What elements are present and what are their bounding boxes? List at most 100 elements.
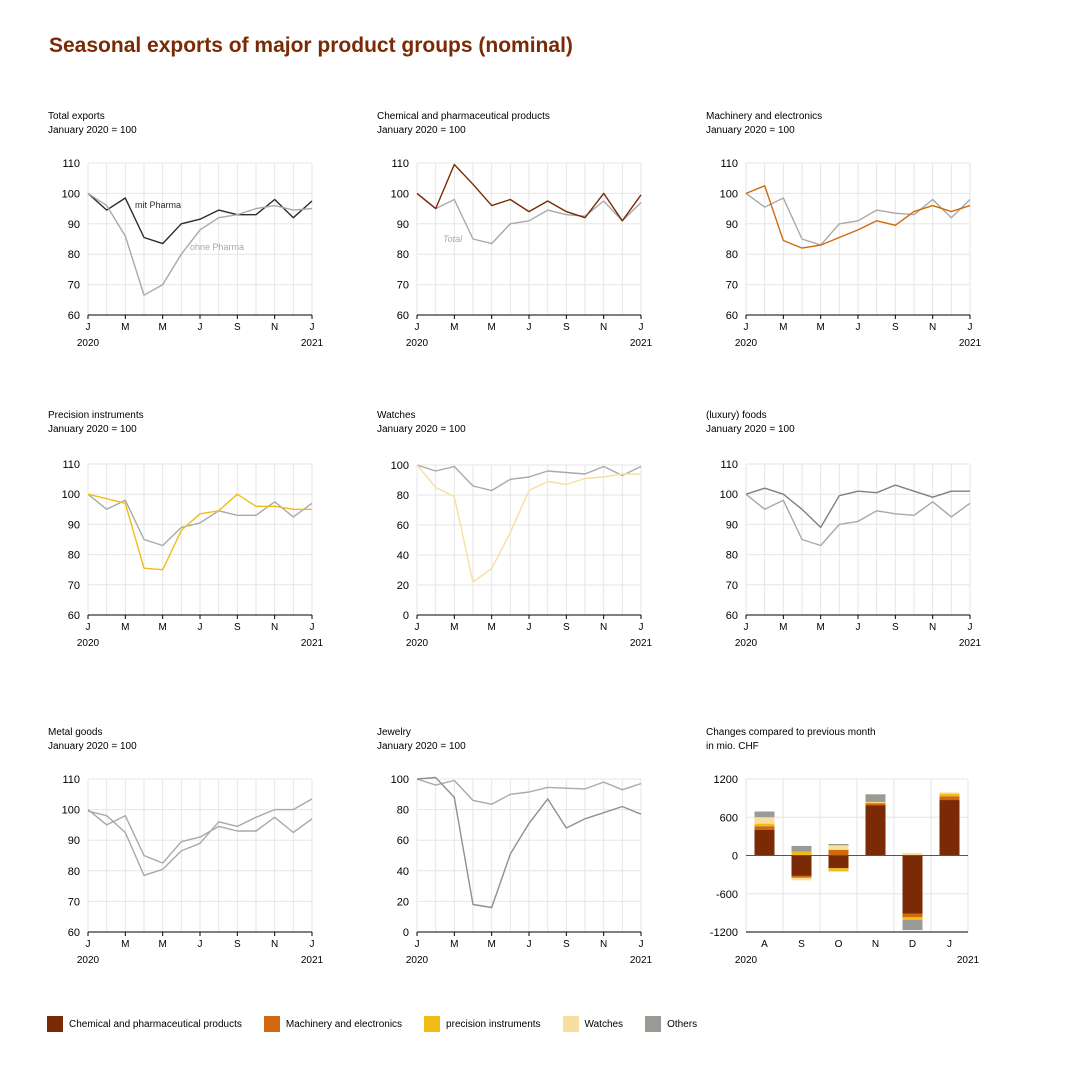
panel-title-3: Machinery and electronics January 2020 =… xyxy=(706,110,822,138)
y-tick-label: 90 xyxy=(397,219,409,231)
panel-title-7: Metal goods January 2020 = 100 xyxy=(48,726,137,754)
panel-title-text: Watches xyxy=(377,410,416,421)
x-tick-label: M xyxy=(121,939,129,950)
bar-segment-chemical-and-pharmaceutical-products xyxy=(754,830,775,856)
legend-item-precision: precision instruments xyxy=(424,1016,541,1032)
x-tick-label: M xyxy=(487,622,495,633)
bar-segment-others xyxy=(828,844,849,846)
y-tick-label: -1200 xyxy=(710,927,738,939)
bar-segment-chemical-and-pharmaceutical-products xyxy=(902,855,923,914)
x-tick-label: M xyxy=(450,939,458,950)
chart-2: 110 100 90 80 70 60 J M M J S N J 2020 2021 Total xyxy=(391,158,653,349)
y-tick-label: 20 xyxy=(397,580,409,592)
chart-7: 110 100 90 80 70 60 J M M J S N J 2020 2021 xyxy=(62,774,324,966)
x-tick-label: J xyxy=(527,939,532,950)
chart-6: 110 100 90 80 70 60 J M M J S N J 2020 2021 xyxy=(720,459,982,649)
series-annotation: mit Pharma xyxy=(135,200,181,210)
y-tick-label: 80 xyxy=(68,550,80,562)
y-tick-label: 70 xyxy=(726,280,738,292)
y-tick-label: 100 xyxy=(391,460,409,472)
y-tick-label: 80 xyxy=(68,249,80,261)
bar-segment-machinery-and-electronics xyxy=(865,803,886,806)
y-tick-label: 100 xyxy=(720,489,738,501)
x-tick-label: S xyxy=(234,939,241,950)
legend-label: Others xyxy=(667,1018,698,1030)
bar-segment-machinery-and-electronics xyxy=(939,796,960,801)
chart-1: 110 100 90 80 70 60 J M M J S N J 2020 2021 mit Pharma o… xyxy=(62,158,324,349)
x-tick-label: J xyxy=(639,322,644,333)
legend-item-chem: Chemical and pharmaceutical products xyxy=(47,1016,242,1032)
series-line-total xyxy=(745,192,971,246)
panel-title-text: Chemical and pharmaceutical products xyxy=(377,111,550,122)
panel-title-2: Chemical and pharmaceutical products Jan… xyxy=(377,110,550,138)
series-line-total xyxy=(745,493,971,547)
series-line--luxury-foods xyxy=(745,484,970,529)
x-year-label: 2021 xyxy=(630,638,653,649)
bar-segment-machinery-and-electronics xyxy=(902,913,923,918)
bar-segment-precision-instruments xyxy=(754,823,775,827)
legend-swatch xyxy=(562,1016,579,1032)
chart-9: 1200 600 0 -600 -1200 A S O N D J 2020 2021 xyxy=(710,774,980,966)
y-tick-label: 110 xyxy=(62,158,80,170)
y-tick-label: 80 xyxy=(397,805,409,817)
x-year-label: 2021 xyxy=(957,955,980,966)
y-tick-label: 90 xyxy=(68,835,80,847)
y-tick-label: 110 xyxy=(62,774,80,786)
bar-segment-chemical-and-pharmaceutical-products xyxy=(828,855,849,869)
x-tick-label: J xyxy=(744,622,749,633)
y-tick-label: 70 xyxy=(726,580,738,592)
x-year-label: 2021 xyxy=(301,338,324,349)
x-tick-label: J xyxy=(744,322,749,333)
x-year-label: 2021 xyxy=(959,338,982,349)
x-tick-label: S xyxy=(234,322,241,333)
x-tick-label: S xyxy=(563,939,570,950)
panel-title-4: Precision instruments January 2020 = 100 xyxy=(48,409,144,437)
bar-segment-others xyxy=(791,845,812,852)
y-tick-label: 20 xyxy=(397,896,409,908)
y-tick-label: 80 xyxy=(68,866,80,878)
bar-segment-watches xyxy=(902,852,923,856)
bar-segment-watches xyxy=(865,801,886,803)
x-tick-label: J xyxy=(415,622,420,633)
y-tick-label: 70 xyxy=(397,280,409,292)
y-tick-label: -600 xyxy=(716,889,738,901)
legend-swatch xyxy=(424,1016,441,1032)
legend-label: Chemical and pharmaceutical products xyxy=(69,1018,242,1030)
y-tick-label: 100 xyxy=(720,188,738,200)
y-tick-label: 110 xyxy=(62,459,80,471)
x-tick-label: J xyxy=(86,939,91,950)
x-year-label: 2020 xyxy=(77,638,100,649)
bar-segment-precision-instruments xyxy=(791,851,812,856)
chart-3: 110 100 90 80 70 60 J M M J S N J 2020 2021 xyxy=(720,158,982,349)
x-tick-label: M xyxy=(450,622,458,633)
bar-segment-watches xyxy=(791,877,812,881)
panel-title-text: Metal goods xyxy=(48,727,103,738)
series-annotation: Total xyxy=(443,234,463,244)
y-tick-label: 60 xyxy=(397,310,409,322)
x-tick-label: J xyxy=(639,939,644,950)
x-year-label: 2021 xyxy=(630,338,653,349)
series-line-total xyxy=(87,493,313,547)
x-tick-label: J xyxy=(527,622,532,633)
bar-segment-machinery-and-electronics xyxy=(754,826,775,830)
legend-item-machinery: Machinery and electronics xyxy=(263,1016,403,1032)
bar-segment-watches xyxy=(939,792,960,794)
x-tick-label: D xyxy=(909,939,916,950)
x-tick-label: N xyxy=(600,622,607,633)
series-line-total xyxy=(416,778,642,805)
legend-label: Machinery and electronics xyxy=(285,1018,403,1030)
x-year-label: 2020 xyxy=(406,638,429,649)
panel-title-text: Machinery and electronics xyxy=(706,111,823,122)
y-tick-label: 1200 xyxy=(714,774,738,786)
x-year-label: 2020 xyxy=(406,955,429,966)
legend-item-others: Others xyxy=(645,1016,697,1032)
x-tick-label: M xyxy=(816,622,824,633)
x-tick-label: M xyxy=(816,322,824,333)
x-tick-label: N xyxy=(600,322,607,333)
legend-swatch xyxy=(645,1016,662,1032)
y-tick-label: 40 xyxy=(397,866,409,878)
series-annotation: ohne Pharma xyxy=(190,242,244,252)
y-tick-label: 0 xyxy=(403,927,409,939)
